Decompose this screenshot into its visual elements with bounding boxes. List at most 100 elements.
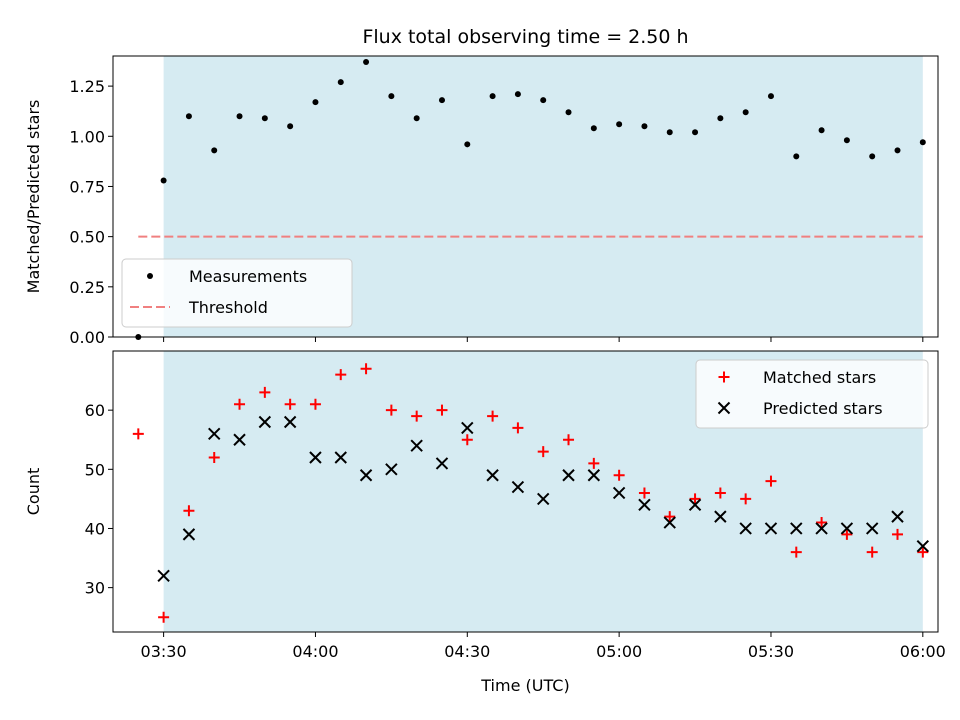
matched-star-point [588,457,600,469]
matched-star-point [714,487,726,499]
matched-star-point [816,517,828,529]
matched-star-point [284,398,296,410]
y-tick-label: 0.25 [69,278,105,297]
y-tick-label: 30 [85,579,105,598]
predicted-star-point [587,469,601,482]
predicted-star-point [688,498,702,512]
legend-box [121,258,353,328]
matched-star-point [638,487,650,499]
matched-star-point [613,469,625,481]
y-tick-label: 40 [85,519,105,538]
predicted-star-point [638,498,651,512]
matched-star-point [385,404,397,416]
y-tick-label: 1.25 [69,77,105,96]
measurement-point [363,59,370,66]
matched-star-point [664,511,676,523]
matched-star-point [132,428,144,440]
predicted-star-point [233,433,246,446]
x-tick-label: 04:00 [292,642,338,661]
measurement-point [742,109,749,116]
matched-star-point [259,386,271,398]
measurement-point [919,139,926,146]
matched-star-point [234,398,246,410]
measurement-point [894,147,901,154]
x-tick-label: 06:00 [900,642,946,661]
matched-star-point [183,505,195,517]
matched-star-point [765,475,777,487]
matched-star-point [537,446,549,458]
legend-label: Threshold [188,298,268,317]
matched-star-point [790,546,802,558]
measurement-point [185,113,192,120]
matched-star-point [841,528,853,540]
y-tick-label: 0.75 [69,177,105,196]
predicted-star-point [208,427,221,441]
legend-marker-matched [718,371,730,383]
y-tick-label: 0.00 [69,328,105,347]
predicted-star-point [663,516,676,529]
legend: Matched stars Predicted stars [695,359,929,429]
matched-star-point [487,410,499,422]
plot-frame [112,350,939,633]
x-tick-label: 03:30 [141,642,187,661]
measurement-point [261,115,268,122]
measurement-point [692,129,699,136]
measurement-point [160,177,167,184]
measurement-point [666,129,673,136]
predicted-star-point [865,522,879,535]
matched-star-point [309,398,321,410]
matched-star-point [512,422,524,434]
predicted-star-point [714,510,727,523]
matched-star-point [360,363,372,375]
predicted-star-point [840,522,854,535]
top-panel: 0.00 0.25 0.50 0.75 1.00 1.25 Matched/Predicte… [24,26,939,347]
predicted-star-point [511,480,525,494]
predicted-star-point [309,451,322,464]
legend-label: Measurements [189,267,307,286]
measurement-point [843,137,850,144]
measurement-point [388,93,395,100]
matched-star-point [411,410,423,422]
matched-star-point [866,546,878,558]
legend-label: Matched stars [763,368,876,387]
x-axis-label: Time (UTC) [480,676,569,695]
measurement-point [287,123,294,130]
measurement-point [464,141,471,148]
predicted-star-point [410,439,423,452]
predicted-star-point [739,522,752,535]
predicted-star-point [537,492,550,506]
measurement-point [590,125,597,132]
legend-box [695,359,929,429]
chart-title: Flux total observing time = 2.50 h [362,26,688,48]
y-tick-label: 60 [85,401,105,420]
matched-star-point [563,434,575,446]
plot-frame [112,55,939,338]
matched-star-point [436,404,448,416]
measurement-point [818,127,825,134]
predicted-star-point [435,457,449,470]
predicted-star-point [916,540,930,553]
legend-marker-predicted [717,401,731,415]
predicted-star-point [486,469,499,482]
measurement-point [211,147,218,154]
measurement-point [767,93,774,100]
predicted-star-point [461,421,474,435]
measurement-point [793,153,800,160]
legend: Measurements Threshold [121,258,353,328]
measurement-point [489,93,496,100]
matched-star-point [689,493,701,505]
measurement-point [337,79,344,86]
measurement-point [236,113,243,120]
predicted-star-point [764,522,778,535]
predicted-star-point [612,486,626,500]
legend-label: Predicted stars [763,399,883,418]
predicted-star-point [258,415,272,429]
predicted-star-point [359,469,373,482]
predicted-star-point [283,415,297,429]
predicted-star-point [334,451,347,464]
measurement-point [641,123,648,130]
x-tick-label: 05:30 [748,642,794,661]
predicted-star-point [562,469,575,482]
legend-marker-measurements [147,273,153,279]
